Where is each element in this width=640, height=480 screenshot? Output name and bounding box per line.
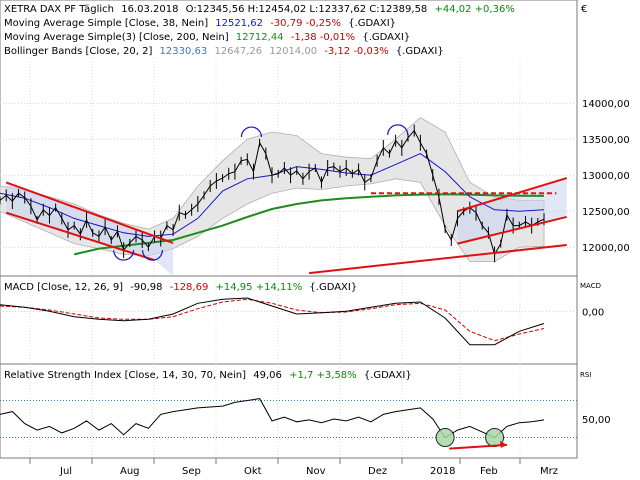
- ma38-symbol: {.GDAXI}: [348, 18, 396, 29]
- macd-axis-title: MACD: [580, 282, 601, 290]
- x-tick-label: Dez: [368, 466, 387, 477]
- ma200-value: 12712,44: [236, 32, 284, 43]
- down-channel-lower-line: [5, 211, 155, 262]
- macd-content: [0, 297, 545, 346]
- macd-symbol: {.GDAXI}: [309, 282, 357, 293]
- bb-value2: 12647,26: [214, 46, 262, 57]
- x-tick-label: Sep: [182, 466, 201, 477]
- macd-change: +14,95 +14,11%: [216, 282, 303, 293]
- price-y-tick: 13500,00: [582, 135, 630, 146]
- chart-date: 16.03.2018: [121, 4, 178, 15]
- macd-label: MACD [Close, 12, 26, 9]: [4, 282, 123, 293]
- rsi-content: [0, 398, 545, 450]
- ma200-label: Moving Average Simple(3) [Close, 200, Ne…: [4, 32, 229, 43]
- rsi-axis-title: RSI: [580, 371, 591, 379]
- euro-sign: €: [581, 4, 587, 15]
- turning-point-arc: [113, 250, 135, 261]
- price-y-tick: 12000,00: [582, 243, 630, 254]
- rsi-y-tick: 50,00: [582, 415, 611, 426]
- rsi-label: Relative Strength Index [Close, 14, 30, …: [4, 370, 246, 381]
- x-axis: Jul Aug Sep Okt Nov Dez 2018 Feb Mrz: [0, 457, 577, 477]
- macd-y-tick: 0,00: [582, 307, 604, 318]
- macd-line: [0, 297, 545, 346]
- svg-text:Bollinger Bands [Close, 20, 2]: Bollinger Bands [Close, 20, 2] 12330,63 …: [4, 46, 444, 57]
- bb-label: Bollinger Bands [Close, 20, 2]: [4, 46, 152, 57]
- x-tick-label: Aug: [120, 466, 140, 477]
- svg-text:MACD [Close, 12, 26, 9]: MACD [Close, 12, 26, 9] -90,98 -128,69 +…: [4, 282, 357, 293]
- rsi-divergence-arrow: [449, 443, 507, 450]
- support-line-line: [308, 244, 567, 275]
- price-header: XETRA DAX PF Täglich 16.03.2018 O:12345,…: [4, 4, 515, 57]
- x-tick-label: 2018: [430, 466, 455, 477]
- rsi-low-marker: [435, 428, 455, 447]
- rsi-axis: 50,00: [582, 415, 611, 426]
- price-y-tick: 14000,00: [582, 99, 630, 110]
- rsi-grid: [0, 400, 577, 438]
- triangle-lower-line: [457, 215, 567, 245]
- ma200-symbol: {.GDAXI}: [362, 32, 410, 43]
- rsi-value: 49,06: [253, 370, 282, 381]
- rsi-header: Relative Strength Index [Close, 14, 30, …: [4, 370, 412, 381]
- svg-text:XETRA DAX PF Täglich 16.: XETRA DAX PF Täglich 16.03.2018 O:12345,…: [4, 4, 515, 15]
- price-y-tick: 12500,00: [582, 207, 630, 218]
- rsi-line: [0, 398, 545, 439]
- chart-title: XETRA DAX PF Täglich: [4, 4, 114, 15]
- svg-text:Relative Strength Index [Close: Relative Strength Index [Close, 14, 30, …: [4, 370, 412, 381]
- chart-ohlc: O:12345,56 H:12454,02 L:12337,62 C:12389…: [186, 4, 428, 15]
- price-content: [0, 117, 567, 276]
- turning-point-arc: [240, 126, 263, 138]
- down-channel-upper-line: [5, 181, 174, 244]
- triangle-upper-line: [457, 177, 567, 213]
- chart-change: +44,02 +0,36%: [434, 4, 514, 15]
- rsi-arrow-head: [499, 440, 507, 448]
- x-tick-label: Jul: [59, 466, 72, 477]
- ma38-label: Moving Average Simple [Close, 38, Nein]: [4, 18, 208, 29]
- macd-header: MACD [Close, 12, 26, 9] -90,98 -128,69 +…: [4, 282, 357, 293]
- rsi-symbol: {.GDAXI}: [364, 370, 412, 381]
- ma200-line: [73, 193, 545, 256]
- svg-text:Moving Average Simple [Close,: Moving Average Simple [Close, 38, Nein] …: [4, 18, 396, 29]
- svg-text:Moving Average Simple(3) [Clos: Moving Average Simple(3) [Close, 200, Ne…: [4, 32, 410, 43]
- price-y-tick: 13000,00: [582, 171, 630, 182]
- bb-change: -3,12 -0,03%: [324, 46, 388, 57]
- macd-axis: 0,00: [582, 307, 604, 318]
- x-tick-label: Okt: [244, 466, 262, 477]
- turning-point-arc: [141, 250, 164, 261]
- turning-point-arc: [387, 124, 409, 135]
- price-axis: 12000,00 12500,00 13000,00 13500,00 14000,00: [582, 99, 630, 254]
- macd-value2: -128,69: [170, 282, 209, 293]
- ma38-change: -30,79 -0,25%: [270, 18, 341, 29]
- ma38-value: 12521,62: [215, 18, 263, 29]
- x-tick-label: Feb: [480, 466, 498, 477]
- macd-value: -90,98: [130, 282, 162, 293]
- ma200-change: -1,38 -0,01%: [291, 32, 355, 43]
- bb-value3: 12014,00: [269, 46, 317, 57]
- bb-symbol: {.GDAXI}: [396, 46, 444, 57]
- x-tick-label: Mrz: [540, 466, 558, 477]
- bb-value: 12330,63: [160, 46, 208, 57]
- rsi-change: +1,7 +3,58%: [289, 370, 357, 381]
- macd-signal-line: [0, 298, 545, 342]
- x-tick-label: Nov: [306, 466, 326, 477]
